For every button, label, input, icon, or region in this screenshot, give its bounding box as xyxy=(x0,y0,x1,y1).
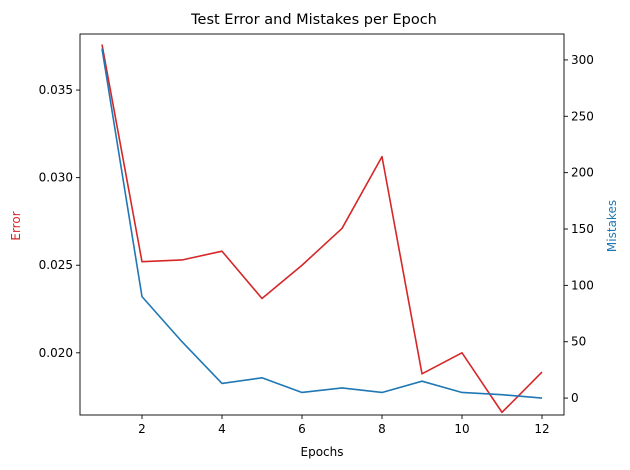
x-tick-label: 6 xyxy=(298,422,306,436)
y-axis-right-label: Mistakes xyxy=(605,200,619,252)
series-line-1 xyxy=(101,44,543,414)
plot-area xyxy=(79,33,565,416)
y-right-tick-label: 50 xyxy=(571,335,586,349)
y-right-tick-label: 250 xyxy=(571,109,594,123)
y-axis-right: 0 50 100 150 200 250 300 xyxy=(564,53,594,405)
x-axis: 2 4 6 8 10 12 xyxy=(138,415,550,436)
x-tick-label: 12 xyxy=(534,422,549,436)
plot-frame xyxy=(79,33,565,416)
y-right-tick-label: 150 xyxy=(571,222,594,236)
x-tick-label: 4 xyxy=(218,422,226,436)
y-right-tick-label: 100 xyxy=(571,278,594,292)
y-axis-left: 0.020 0.025 0.030 0.035 xyxy=(39,83,80,360)
y-left-tick-label: 0.035 xyxy=(39,83,73,97)
x-tick-label: 2 xyxy=(138,422,146,436)
y-right-tick-label: 300 xyxy=(571,53,594,67)
series-line-2 xyxy=(101,48,543,399)
y-left-tick-label: 0.030 xyxy=(39,171,73,185)
y-axis-left-label: Error xyxy=(9,211,23,240)
x-tick-label: 8 xyxy=(378,422,386,436)
chart-title: Test Error and Mistakes per Epoch xyxy=(190,12,437,28)
y-left-tick-label: 0.025 xyxy=(39,258,73,272)
x-axis-label: Epochs xyxy=(301,445,344,459)
x-tick-label: 10 xyxy=(454,422,469,436)
y-right-tick-label: 0 xyxy=(571,391,579,405)
y-left-tick-label: 0.020 xyxy=(39,346,73,360)
y-right-tick-label: 200 xyxy=(571,166,594,180)
